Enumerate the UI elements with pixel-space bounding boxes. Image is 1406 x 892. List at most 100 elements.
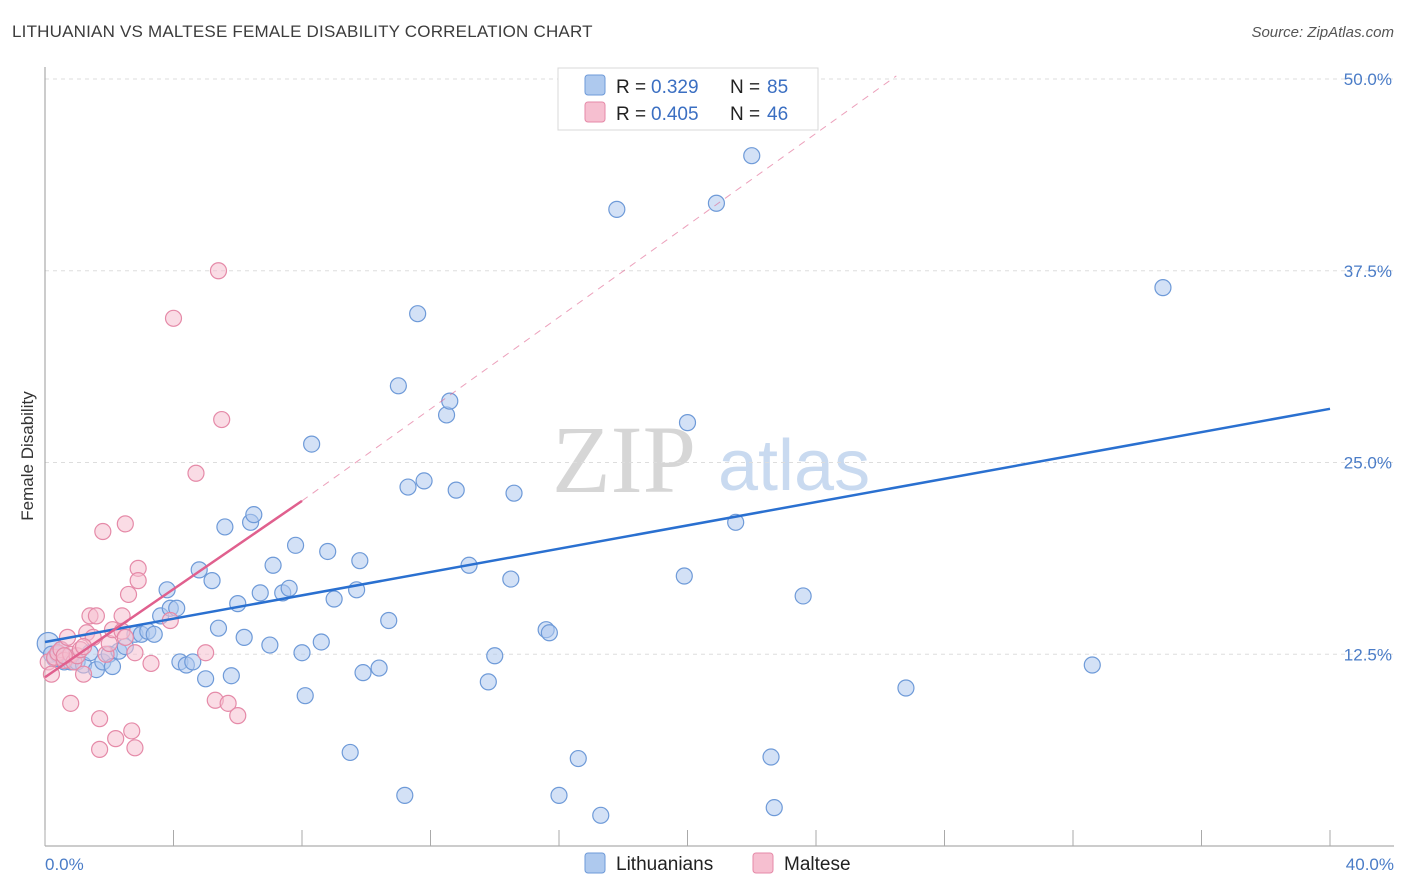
lithuanians-point bbox=[209, 619, 228, 637]
lithuanians-point bbox=[409, 305, 427, 323]
lithuanians-point bbox=[184, 653, 202, 671]
lithuanians-swatch bbox=[584, 74, 606, 96]
lithuanians-point bbox=[389, 377, 407, 395]
maltese-point bbox=[209, 262, 228, 280]
maltese-point bbox=[91, 740, 109, 758]
maltese-point bbox=[94, 522, 112, 541]
gridlines bbox=[45, 78, 1394, 655]
lithuanians-point bbox=[325, 590, 343, 608]
lithuanians-point bbox=[341, 743, 359, 762]
x-tick-label-max: 40.0% bbox=[1346, 855, 1394, 874]
lithuanians-point bbox=[293, 644, 311, 662]
watermark-zip: ZIP bbox=[552, 406, 696, 513]
y-tick-label: 50.0% bbox=[1344, 70, 1392, 89]
maltese-point bbox=[123, 722, 141, 740]
maltese-point bbox=[219, 694, 237, 712]
lithuanians-point bbox=[216, 518, 234, 536]
lithuanians-point bbox=[264, 556, 282, 574]
lithuanians-point bbox=[380, 611, 398, 630]
maltese-point bbox=[129, 572, 147, 590]
maltese-point bbox=[187, 464, 205, 482]
lithuanians-point bbox=[707, 194, 726, 212]
legend-swatch-maltese bbox=[752, 852, 774, 874]
y-tick-label: 37.5% bbox=[1344, 262, 1392, 281]
lithuanians-point bbox=[743, 147, 761, 165]
legend-n-value-maltese: 46 bbox=[767, 104, 788, 125]
maltese-trend-extension bbox=[301, 75, 897, 502]
stats-legend: R = 0.329 N = 85 R = 0.405 N = 46 bbox=[557, 67, 819, 131]
lithuanians-point bbox=[765, 799, 783, 817]
maltese-point bbox=[119, 585, 138, 604]
lithuanians-point bbox=[675, 567, 693, 585]
lithuanians-point bbox=[569, 749, 587, 768]
lithuanians-point bbox=[608, 200, 626, 218]
legend-label-lithuanians: Lithuanians bbox=[616, 854, 713, 875]
lithuanians-point bbox=[415, 472, 433, 490]
lithuanians-point bbox=[505, 484, 523, 502]
lithuanians-point bbox=[312, 633, 330, 651]
lithuanians-point bbox=[540, 624, 558, 642]
x-axis-ticks bbox=[44, 830, 1331, 846]
series-legend: Lithuanians Maltese bbox=[584, 852, 851, 875]
maltese-point bbox=[213, 410, 231, 429]
maltese-point bbox=[126, 739, 144, 757]
lithuanians-point bbox=[1083, 656, 1101, 674]
lithuanians-point bbox=[245, 506, 263, 524]
maltese-point bbox=[116, 628, 134, 646]
lithuanians-point bbox=[678, 414, 697, 432]
maltese-point bbox=[74, 665, 93, 683]
source-label: Source: ZipAtlas.com bbox=[1251, 24, 1394, 41]
legend-n-label: N = bbox=[730, 104, 760, 125]
lithuanians-point bbox=[447, 481, 465, 499]
lithuanians-point bbox=[280, 579, 298, 597]
maltese-points bbox=[39, 262, 247, 758]
lithuanians-point bbox=[296, 687, 314, 705]
lithuanians-point bbox=[441, 392, 459, 410]
lithuanians-point bbox=[286, 536, 305, 554]
lithuanians-point bbox=[251, 584, 269, 602]
y-axis-title: Female Disability bbox=[18, 391, 37, 521]
lithuanians-point bbox=[399, 478, 417, 496]
lithuanians-point bbox=[502, 570, 520, 588]
chart-title: LITHUANIAN VS MALTESE FEMALE DISABILITY … bbox=[12, 22, 593, 41]
maltese-point bbox=[229, 707, 247, 725]
y-tick-label: 25.0% bbox=[1344, 454, 1392, 473]
lithuanians-point bbox=[396, 786, 414, 804]
maltese-point bbox=[107, 730, 125, 748]
lithuanians-point bbox=[235, 628, 253, 646]
y-tick-labels: 12.5% 25.0% 37.5% 50.0% bbox=[1344, 70, 1392, 664]
legend-swatch-lithuanians bbox=[584, 852, 606, 874]
lithuanians-point bbox=[303, 435, 321, 453]
maltese-point bbox=[126, 644, 144, 662]
legend-r-value-lithuanians: 0.329 bbox=[651, 77, 699, 98]
maltese-point bbox=[91, 710, 109, 728]
lithuanians-point bbox=[145, 625, 163, 643]
lithuanians-trend-line bbox=[44, 407, 1331, 644]
maltese-point bbox=[87, 607, 106, 625]
lithuanians-point bbox=[203, 572, 221, 590]
maltese-point bbox=[62, 694, 80, 712]
lithuanians-point bbox=[550, 786, 568, 804]
lithuanians-point bbox=[794, 587, 812, 605]
lithuanians-point bbox=[197, 670, 215, 688]
legend-n-value-lithuanians: 85 bbox=[767, 77, 788, 98]
legend-n-label: N = bbox=[730, 77, 760, 98]
maltese-point bbox=[142, 654, 160, 673]
lithuanians-point bbox=[897, 679, 915, 697]
maltese-trend-line bbox=[44, 499, 303, 679]
maltese-point bbox=[116, 515, 134, 533]
lithuanians-point bbox=[354, 664, 372, 682]
maltese-point bbox=[164, 309, 183, 327]
lithuanians-point bbox=[261, 636, 279, 654]
legend-r-label: R = bbox=[616, 104, 646, 125]
maltese-point bbox=[197, 644, 215, 662]
watermark-atlas: atlas bbox=[718, 426, 870, 506]
x-tick-label-min: 0.0% bbox=[45, 855, 84, 874]
y-tick-label: 12.5% bbox=[1344, 645, 1392, 664]
legend-r-value-maltese: 0.405 bbox=[651, 104, 699, 125]
lithuanians-point bbox=[351, 552, 369, 570]
maltese-swatch bbox=[584, 101, 606, 123]
lithuanians-point bbox=[1154, 279, 1172, 297]
lithuanians-point bbox=[592, 806, 610, 824]
